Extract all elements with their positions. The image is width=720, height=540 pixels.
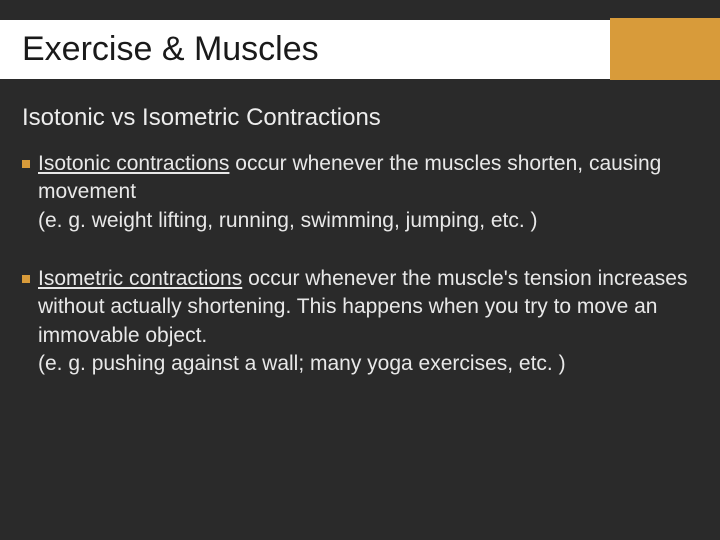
- title-accent-block: [610, 18, 720, 80]
- title-bar: Exercise & Muscles: [0, 18, 720, 80]
- bullet-example: (e. g. pushing against a wall; many yoga…: [38, 350, 690, 378]
- bullet-text: Isometric contractions occur whenever th…: [38, 265, 690, 350]
- bullet-example: (e. g. weight lifting, running, swimming…: [38, 207, 690, 235]
- slide-title: Exercise & Muscles: [0, 20, 610, 79]
- content-area: Isotonic vs Isometric Contractions Isoto…: [22, 104, 690, 408]
- bullet-marker-icon: [22, 275, 30, 283]
- bullet-item: Isotonic contractions occur whenever the…: [22, 150, 690, 235]
- bullet-term: Isotonic contractions: [38, 152, 229, 175]
- bullet-item: Isometric contractions occur whenever th…: [22, 265, 690, 378]
- slide-subtitle: Isotonic vs Isometric Contractions: [22, 104, 690, 132]
- bullet-text: Isotonic contractions occur whenever the…: [38, 150, 690, 207]
- bullet-term: Isometric contractions: [38, 267, 242, 290]
- bullet-marker-icon: [22, 160, 30, 168]
